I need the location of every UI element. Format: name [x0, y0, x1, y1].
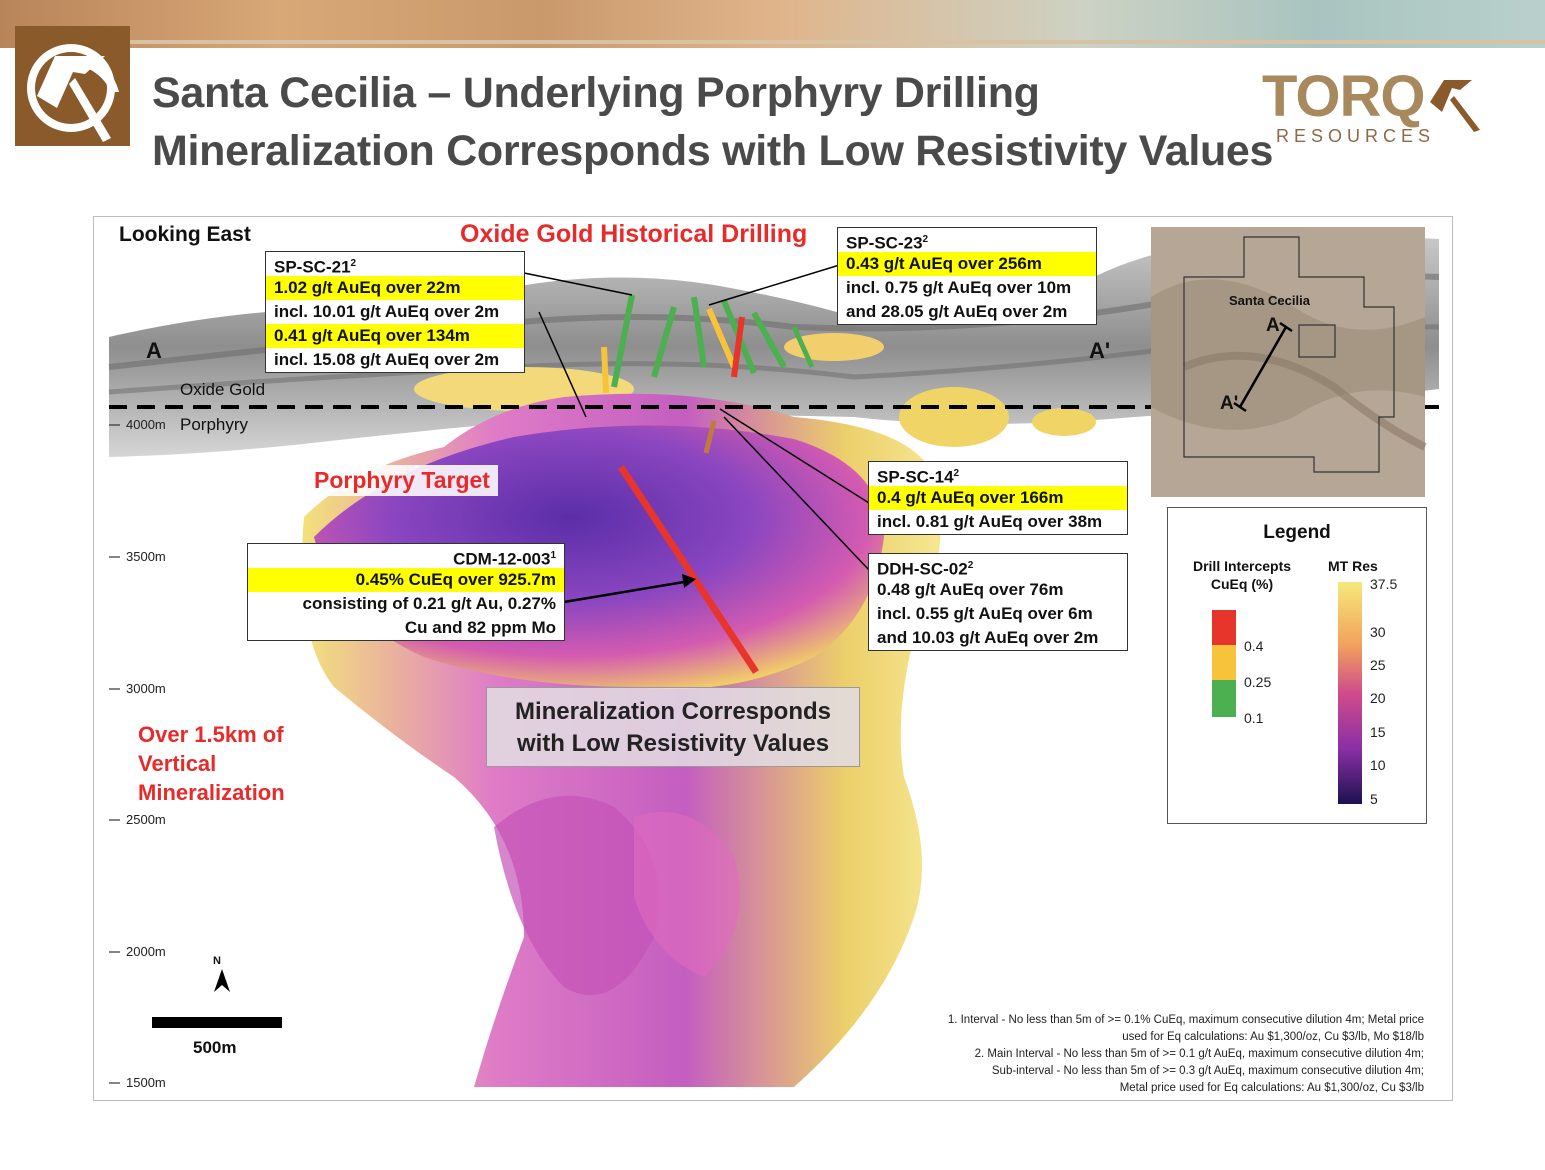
- callout-sp-sc-14: SP-SC-142 0.4 g/t AuEq over 166m incl. 0…: [868, 461, 1128, 535]
- footnote-line: 1. Interval - No less than 5m of >= 0.1%…: [947, 1014, 1424, 1026]
- view-direction-label: Looking East: [119, 223, 251, 246]
- footnote-line: used for Eq calculations: Au $1,300/oz, …: [1122, 1031, 1424, 1043]
- callout-line: incl. 15.08 g/t AuEq over 2m: [274, 350, 500, 369]
- callout-line: 1.02 g/t AuEq over 22m: [266, 276, 524, 300]
- legend-res-title: MT Res: [1328, 558, 1378, 574]
- depth-tick-4000: 4000m: [126, 417, 166, 432]
- legend-drill-tick: 0.4: [1244, 638, 1264, 654]
- legend-swatch-low: [1212, 680, 1236, 717]
- legend-panel: Legend Drill Intercepts CuEq (%) MT Res …: [1167, 507, 1427, 824]
- legend-swatch-mid: [1212, 645, 1236, 680]
- page-title: Santa Cecilia – Underlying Porphyry Dril…: [152, 64, 1292, 180]
- main-finding-box: Mineralization Corresponds with Low Resi…: [486, 687, 860, 767]
- callout-line: consisting of 0.21 g/t Au, 0.27%: [302, 594, 556, 613]
- legend-drill-title-2: CuEq (%): [1210, 576, 1274, 592]
- callout-line: incl. 0.81 g/t AuEq over 38m: [877, 512, 1103, 531]
- callout-line: Cu and 82 ppm Mo: [404, 618, 556, 637]
- legend-swatch-high: [1212, 610, 1236, 645]
- pickaxe-logo-icon: [15, 26, 130, 146]
- brand-subtitle: RESOURCES: [1276, 126, 1436, 146]
- vertical-note-line-3: Mineralization: [138, 780, 285, 805]
- legend-drill-tick: 0.25: [1244, 674, 1272, 690]
- footnote-line: Sub-interval - No less than 5m of >= 0.3…: [991, 1065, 1424, 1077]
- porphyry-target-label: Porphyry Target: [306, 465, 498, 496]
- callout-title: SP-SC-232: [846, 233, 929, 253]
- cdm-12-003-drill-trace: [618, 465, 759, 674]
- section-end-label: A': [1089, 338, 1111, 363]
- callout-line: 0.48 g/t AuEq over 76m: [877, 580, 1064, 599]
- callout-line: 0.45% CuEq over 925.7m: [248, 568, 564, 592]
- legend-title: Legend: [1263, 522, 1331, 543]
- torq-resources-logo: TORQ RESOURCES: [1262, 64, 1502, 154]
- historical-drilling-label: Oxide Gold Historical Drilling: [460, 220, 808, 248]
- depth-tick-3500: 3500m: [126, 549, 166, 564]
- title-line-1: Santa Cecilia – Underlying Porphyry Dril…: [152, 69, 1040, 117]
- depth-tick-1500: 1500m: [126, 1075, 166, 1090]
- depth-tick-2500: 2500m: [126, 812, 166, 827]
- legend-res-tick: 10: [1370, 757, 1386, 773]
- callout-sp-sc-23: SP-SC-232 0.43 g/t AuEq over 256m incl. …: [837, 227, 1097, 325]
- legend-res-tick: 20: [1370, 690, 1386, 706]
- vertical-extent-note: Over 1.5km of Vertical Mineralization: [138, 720, 285, 807]
- resistivity-color-bar: [1338, 582, 1362, 804]
- historical-drill-holes: [601, 294, 815, 394]
- callout-line: 0.43 g/t AuEq over 256m: [838, 252, 1096, 276]
- inset-map-a-prime-label: A': [1220, 393, 1239, 414]
- legend-drill-tick: 0.1: [1244, 710, 1264, 726]
- section-start-label: A: [146, 338, 162, 363]
- callout-line: incl. 10.01 g/t AuEq over 2m: [274, 302, 500, 321]
- callout-line: and 10.03 g/t AuEq over 2m: [877, 628, 1099, 647]
- oxide-gold-zone-label: Oxide Gold: [180, 380, 266, 399]
- callout-title: SP-SC-212: [274, 257, 357, 277]
- brand-wordmark: TORQ: [1262, 64, 1425, 129]
- scale-bar: [152, 1017, 282, 1028]
- main-finding-line-2: with Low Resistivity Values: [516, 730, 830, 757]
- vertical-note-line-2: Vertical: [138, 751, 217, 776]
- legend-res-tick: 15: [1370, 724, 1386, 740]
- callout-line: 0.4 g/t AuEq over 166m: [869, 486, 1127, 510]
- callout-line: and 28.05 g/t AuEq over 2m: [846, 302, 1068, 321]
- vertical-note-line-1: Over 1.5km of: [138, 722, 284, 747]
- north-label: N: [213, 955, 221, 967]
- porphyry-zone-label: Porphyry: [180, 415, 249, 434]
- depth-tick-2000: 2000m: [126, 944, 166, 959]
- callout-sp-sc-21: SP-SC-212 1.02 g/t AuEq over 22m incl. 1…: [265, 251, 525, 373]
- callout-title: SP-SC-142: [877, 467, 960, 487]
- scale-bar-label: 500m: [193, 1038, 237, 1057]
- legend-drill-title-1: Drill Intercepts: [1192, 558, 1292, 574]
- main-finding-line-1: Mineralization Corresponds: [514, 698, 832, 725]
- legend-res-tick: 25: [1370, 657, 1386, 673]
- footnote-line: 2. Main Interval - No less than 5m of >=…: [974, 1048, 1424, 1060]
- inset-map-a-label: A: [1266, 315, 1280, 336]
- depth-tick-3000: 3000m: [126, 681, 166, 696]
- callout-line: 0.41 g/t AuEq over 134m: [266, 324, 524, 348]
- callout-line: incl. 0.55 g/t AuEq over 6m: [877, 604, 1093, 623]
- callout-line: incl. 0.75 g/t AuEq over 10m: [846, 278, 1072, 297]
- callout-title: CDM-12-0031: [453, 549, 556, 569]
- callout-cdm-12-003: CDM-12-0031 0.45% CuEq over 925.7m consi…: [247, 543, 565, 641]
- brand-pickaxe-icon: [1430, 80, 1480, 132]
- inset-map-title: Santa Cecilia: [1229, 293, 1310, 308]
- callout-title: DDH-SC-022: [877, 559, 974, 579]
- cross-section-panel: Looking East Oxide Gold Historical Drill…: [93, 216, 1453, 1101]
- header-rule: [130, 40, 1545, 44]
- north-arrow-icon: [214, 969, 230, 992]
- callout-ddh-sc-02: DDH-SC-022 0.48 g/t AuEq over 76m incl. …: [868, 553, 1128, 651]
- legend-res-tick: 5: [1370, 791, 1378, 807]
- title-line-2: Mineralization Corresponds with Low Resi…: [152, 127, 1274, 175]
- inset-location-map: [1151, 227, 1427, 497]
- legend-res-tick: 30: [1370, 624, 1386, 640]
- legend-res-tick: 37.5: [1370, 576, 1398, 592]
- footnote-line: Metal price used for Eq calculations: Au…: [1119, 1082, 1424, 1094]
